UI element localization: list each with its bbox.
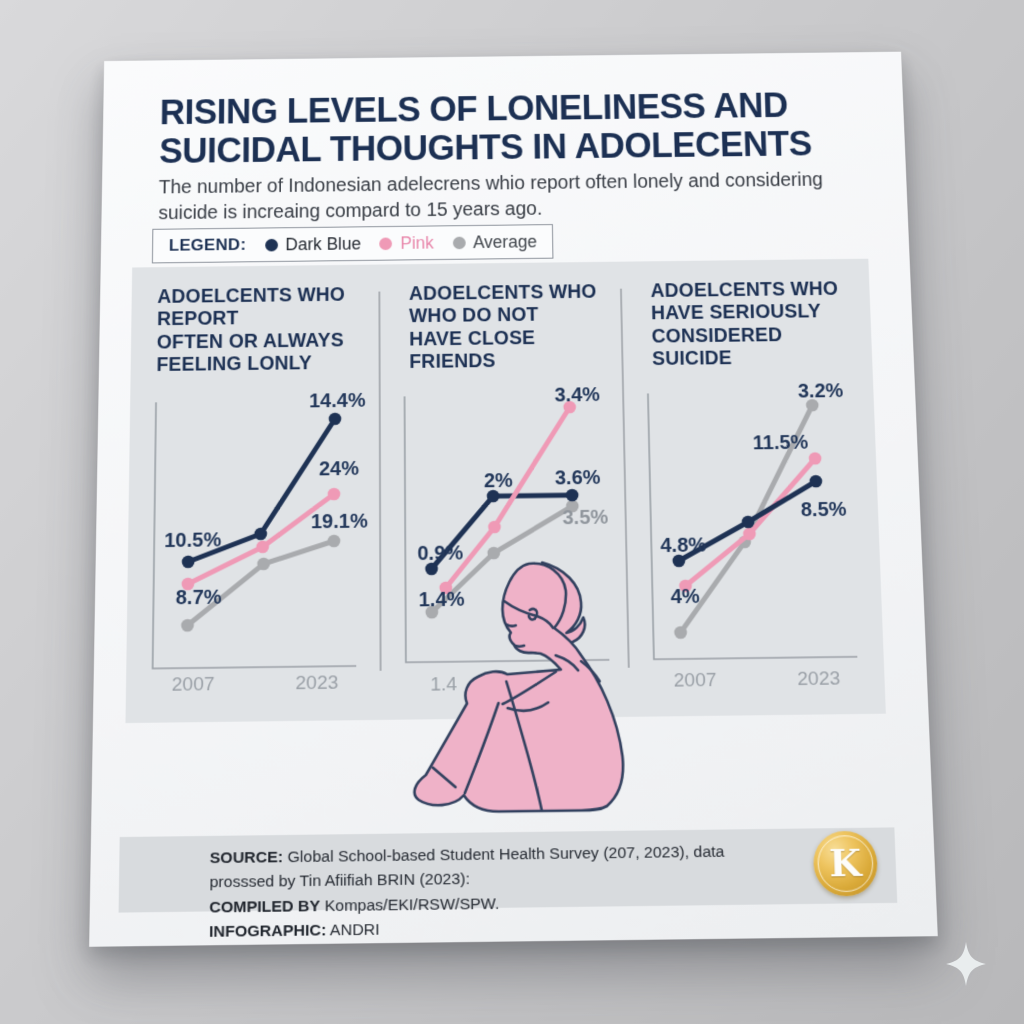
source-line: SOURCE: Global School-based Student Heal… [209,843,725,892]
data-point [805,398,819,412]
panel-title-loneliness: ADOELCENTS WHO REPORT OFTEN OR ALWAYS FE… [156,284,346,377]
data-value-label: 3.6% [554,467,601,490]
data-point [181,618,194,632]
data-point [439,581,453,595]
data-value-label: 4.8% [660,534,707,558]
poster-paper: RISING LEVELS OF LONELINESS AND SUICIDAL… [89,51,938,947]
x-axis-tick-label: 2023 [295,672,339,695]
data-value-label: 14.4% [309,390,366,413]
data-point [679,579,693,593]
line-series-dark-blue [425,489,580,575]
data-value-label: 3.2% [797,380,844,403]
x-axis-tick-label: 2023 [796,668,841,691]
data-value-label: 19.1% [310,510,368,534]
sad-girl-illustration [401,547,669,826]
data-point [808,452,822,465]
data-point [563,400,577,414]
data-point [181,577,195,591]
chart-considered-suicide: 3.2% 11.5% 8.5% 4.8% 4% 2007 2023 [634,377,874,692]
pink-dot-icon [379,237,393,250]
chart-loneliness: 14.4% 24% 19.1% 10.5% 8.7% 2007 2023 [138,386,372,701]
line-chart-svg [391,380,626,695]
data-point [328,412,342,426]
data-point [425,605,439,619]
data-point [254,527,268,541]
data-point [487,546,501,560]
data-point [425,562,438,576]
data-point [327,487,341,500]
x-axis-tick-label: 2007 [171,673,215,696]
legend-item-average: Average [452,231,537,252]
data-point [565,488,579,501]
panel-title-considered-suicide: ADOELCENTS WHO HAVE SERIOUSLY CONSIDERED… [650,278,839,371]
average-dot-icon [452,236,466,249]
data-point [738,535,752,549]
legend-caption: LEGEND: [168,235,247,255]
line-series-pink [182,488,341,591]
dark-blue-dot-icon [264,238,278,252]
chart-no-close-friends: 3.4% 2% 3.6% 3.5% 0.9% 1.4% 1.4 [391,380,626,696]
girl-body [413,562,624,812]
data-point [741,515,755,529]
data-point [565,499,579,513]
line-series-pink [438,401,579,594]
data-value-label: 4% [670,585,701,609]
kompas-gold-badge-icon: K [812,830,879,897]
legend-item-label: Dark Blue [285,233,362,254]
line-series-pink [676,452,826,592]
data-value-label: 3.5% [562,506,609,530]
line-series-average [181,535,340,632]
line-series-dark-blue [671,475,826,567]
data-point [809,475,823,488]
line-series-dark-blue [182,413,342,569]
poster-subtitle: The number of Indonesian adelecrens whio… [158,169,824,224]
data-point [256,540,270,554]
data-point [327,534,341,548]
data-point [742,527,756,541]
chart-panels-container: ADOELCENTS WHO REPORT OFTEN OR ALWAYS FE… [125,258,886,724]
data-value-label: 8.5% [800,498,847,522]
x-axis-tick-label: 2007 [673,669,717,692]
line-series-average [425,500,581,619]
data-value-label: 11.5% [752,431,809,455]
badge-letter: K [828,841,863,886]
line-chart-svg [138,386,372,701]
data-value-label: 2% [483,470,513,493]
sparkle-icon [946,942,986,986]
panel-title-no-close-friends: ADOELCENTS WHO WHO DO NOT HAVE CLOSE FRI… [408,281,597,374]
data-value-label: 24% [318,458,360,481]
legend-item-label: Pink [400,232,434,253]
data-value-label: 3.4% [554,384,601,407]
data-point [486,489,500,502]
line-series-average [669,399,827,639]
legend-item-pink: Pink [379,232,434,254]
legend-box: LEGEND: Dark Blue Pink Average [151,224,554,264]
data-point [181,555,195,569]
data-value-label: 8.7% [175,586,222,610]
poster-title: RISING LEVELS OF LONELINESS AND SUICIDAL… [159,85,813,171]
data-point [672,554,686,568]
line-chart-svg [634,377,874,692]
footer-bar: SOURCE: Global School-based Student Heal… [118,827,898,941]
data-point [674,626,688,639]
legend-item-label: Average [472,231,537,252]
data-point [488,520,501,534]
data-point [257,557,270,571]
legend-item-dark-blue: Dark Blue [264,233,362,255]
data-value-label: 10.5% [164,529,222,553]
footer-text: SOURCE: Global School-based Student Heal… [209,839,785,944]
